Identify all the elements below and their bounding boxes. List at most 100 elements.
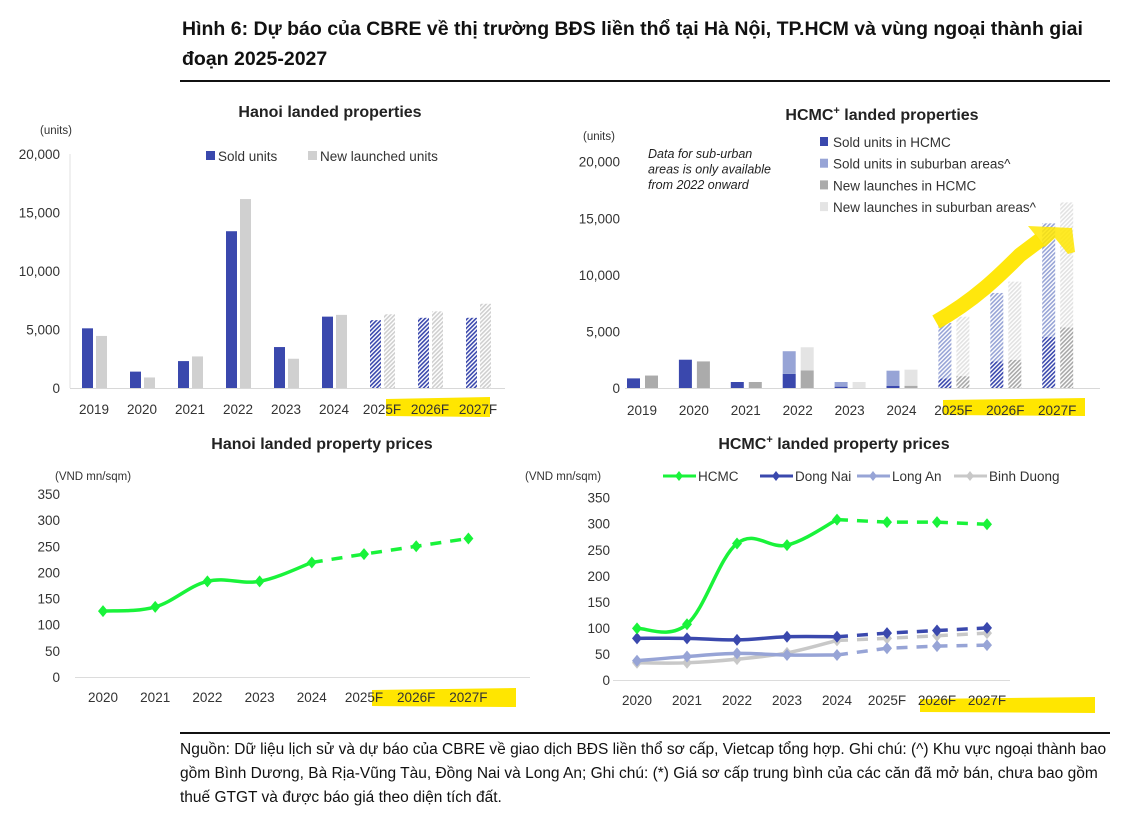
y-axis-ticks: 0 5,000 10,000 15,000 20,000	[19, 147, 60, 396]
bar-sold-suburban	[938, 322, 952, 379]
x-axis-ticks: 2020 2021 2022 2023 2024 2025F 2026F 2027F	[88, 690, 488, 705]
hcmc-prices-chart: HCMC+ landed property prices (VND mn/sqm…	[525, 434, 1060, 708]
arrow-head	[1028, 226, 1075, 254]
bar-new-hcmc	[645, 375, 658, 388]
series-line-forecast	[836, 626, 988, 639]
x-tick-label: 2023	[245, 690, 275, 705]
y-unit-label: (units)	[40, 125, 72, 137]
bar-sold-units	[370, 320, 381, 388]
series-line-forecast	[311, 536, 469, 565]
legend: Sold units New launched units	[206, 149, 438, 164]
x-tick-label: 2026F	[411, 402, 449, 417]
x-tick-label: 2026F	[918, 693, 956, 708]
y-tick-label: 150	[587, 595, 610, 610]
bar-new-launched-units	[336, 314, 347, 388]
y-unit-label: (VND mn/sqm)	[525, 471, 601, 483]
y-tick-label: 0	[52, 670, 60, 685]
y-tick-label: 10,000	[579, 268, 620, 283]
legend-label: Sold units	[218, 149, 278, 164]
data-point-marker	[682, 618, 692, 631]
legend-marker	[675, 471, 683, 481]
bar-new-hcmc	[696, 361, 710, 388]
x-tick-label: 2021	[140, 690, 170, 705]
x-tick-label: 2026F	[397, 690, 435, 705]
x-tick-label: 2024	[319, 402, 350, 417]
series-line-actual	[635, 517, 839, 634]
bar-sold-hcmc	[782, 373, 796, 388]
trend-arrow	[932, 226, 1075, 329]
annotation: Data for sub-urban areas is only availabl…	[648, 147, 771, 192]
y-tick-label: 300	[587, 517, 610, 532]
bar-new-hcmc	[1060, 327, 1074, 388]
chart-title: Hanoi landed property prices	[211, 436, 432, 453]
x-tick-label: 2027F	[968, 693, 1006, 708]
bar-new-hcmc	[956, 376, 970, 388]
x-tick-label: 2019	[79, 402, 109, 417]
bar-sold-suburban	[990, 292, 1004, 362]
data-point-marker	[632, 622, 642, 635]
x-tick-label: 2022	[783, 403, 813, 418]
data-point-marker	[254, 575, 265, 588]
bar-sold-hcmc	[990, 361, 1004, 388]
x-tick-label: 2023	[835, 403, 865, 418]
bar-new-launched-units	[240, 199, 251, 388]
data-point-marker	[882, 642, 892, 655]
y-tick-label: 350	[587, 491, 610, 506]
figure-title: Hình 6: Dự báo của CBRE về thị trường BĐ…	[182, 18, 1083, 70]
legend-label: New launches in HCMC	[833, 178, 977, 193]
y-axis-ticks: 0 50 100 150 200 250 300 350	[587, 491, 610, 688]
x-axis-ticks: 2019 2020 2021 2022 2023 2024 2025F 2026F 2027F	[79, 402, 497, 417]
annotation-line: Data for sub-urban	[648, 147, 752, 161]
data-point-marker	[882, 516, 892, 529]
y-unit-label: (units)	[583, 131, 615, 143]
x-tick-label: 2023	[772, 693, 802, 708]
data-point-marker	[982, 621, 992, 634]
data-point-marker	[306, 556, 317, 569]
x-axis-ticks: 2020 2021 2022 2023 2024 2025F 2026F 2027F	[622, 693, 1006, 708]
highlight-layer	[372, 397, 1095, 713]
data-point-marker	[732, 633, 742, 646]
series-line-forecast	[836, 643, 988, 657]
bars	[625, 202, 1100, 389]
x-tick-label: 2025F	[345, 690, 383, 705]
bar-new-launched-units	[480, 303, 491, 388]
hanoi-units-chart: Hanoi landed properties (units) 0 5,000 10…	[19, 104, 505, 417]
y-unit-label: (VND mn/sqm)	[55, 471, 131, 483]
x-tick-label: 2020	[88, 690, 118, 705]
forecast-highlight	[943, 398, 1085, 416]
x-tick-label: 2021	[672, 693, 702, 708]
x-tick-label: 2020	[679, 403, 709, 418]
bar-new-launched-units	[432, 311, 443, 388]
x-tick-label: 2027F	[449, 690, 487, 705]
data-point-marker	[682, 656, 692, 669]
title-sup: +	[833, 105, 839, 117]
y-tick-label: 0	[602, 673, 610, 688]
x-tick-label: 2024	[886, 403, 917, 418]
y-tick-label: 150	[37, 592, 60, 607]
title-rest: landed properties	[840, 107, 979, 124]
data-point-marker	[98, 605, 108, 618]
bar-sold-hcmc	[730, 382, 744, 388]
bar-new-suburban	[1060, 202, 1074, 328]
legend-label: Dong Nai	[795, 469, 851, 484]
arrow-shaft	[932, 234, 1045, 329]
y-tick-label: 0	[52, 381, 60, 396]
y-axis-ticks: 0 50 100 150 200 250 300 350	[37, 487, 60, 685]
title-main: HCMC	[718, 436, 766, 453]
data-point-marker	[882, 627, 892, 640]
chart-title: Hanoi landed properties	[238, 104, 421, 121]
bar-new-launched-units	[96, 335, 107, 388]
x-tick-label: 2025F	[934, 403, 972, 418]
bar-sold-units	[178, 361, 189, 388]
bar-sold-units	[322, 316, 333, 388]
data-point-marker	[832, 648, 842, 661]
data-point-marker	[932, 640, 942, 653]
data-point-marker	[632, 632, 642, 645]
bar-new-suburban	[1008, 281, 1022, 360]
y-tick-label: 250	[37, 539, 60, 554]
lines	[75, 532, 530, 678]
series-line-forecast	[836, 631, 988, 643]
x-tick-label: 2022	[192, 690, 222, 705]
forecast-highlight	[372, 688, 516, 707]
y-tick-label: 20,000	[19, 147, 60, 162]
